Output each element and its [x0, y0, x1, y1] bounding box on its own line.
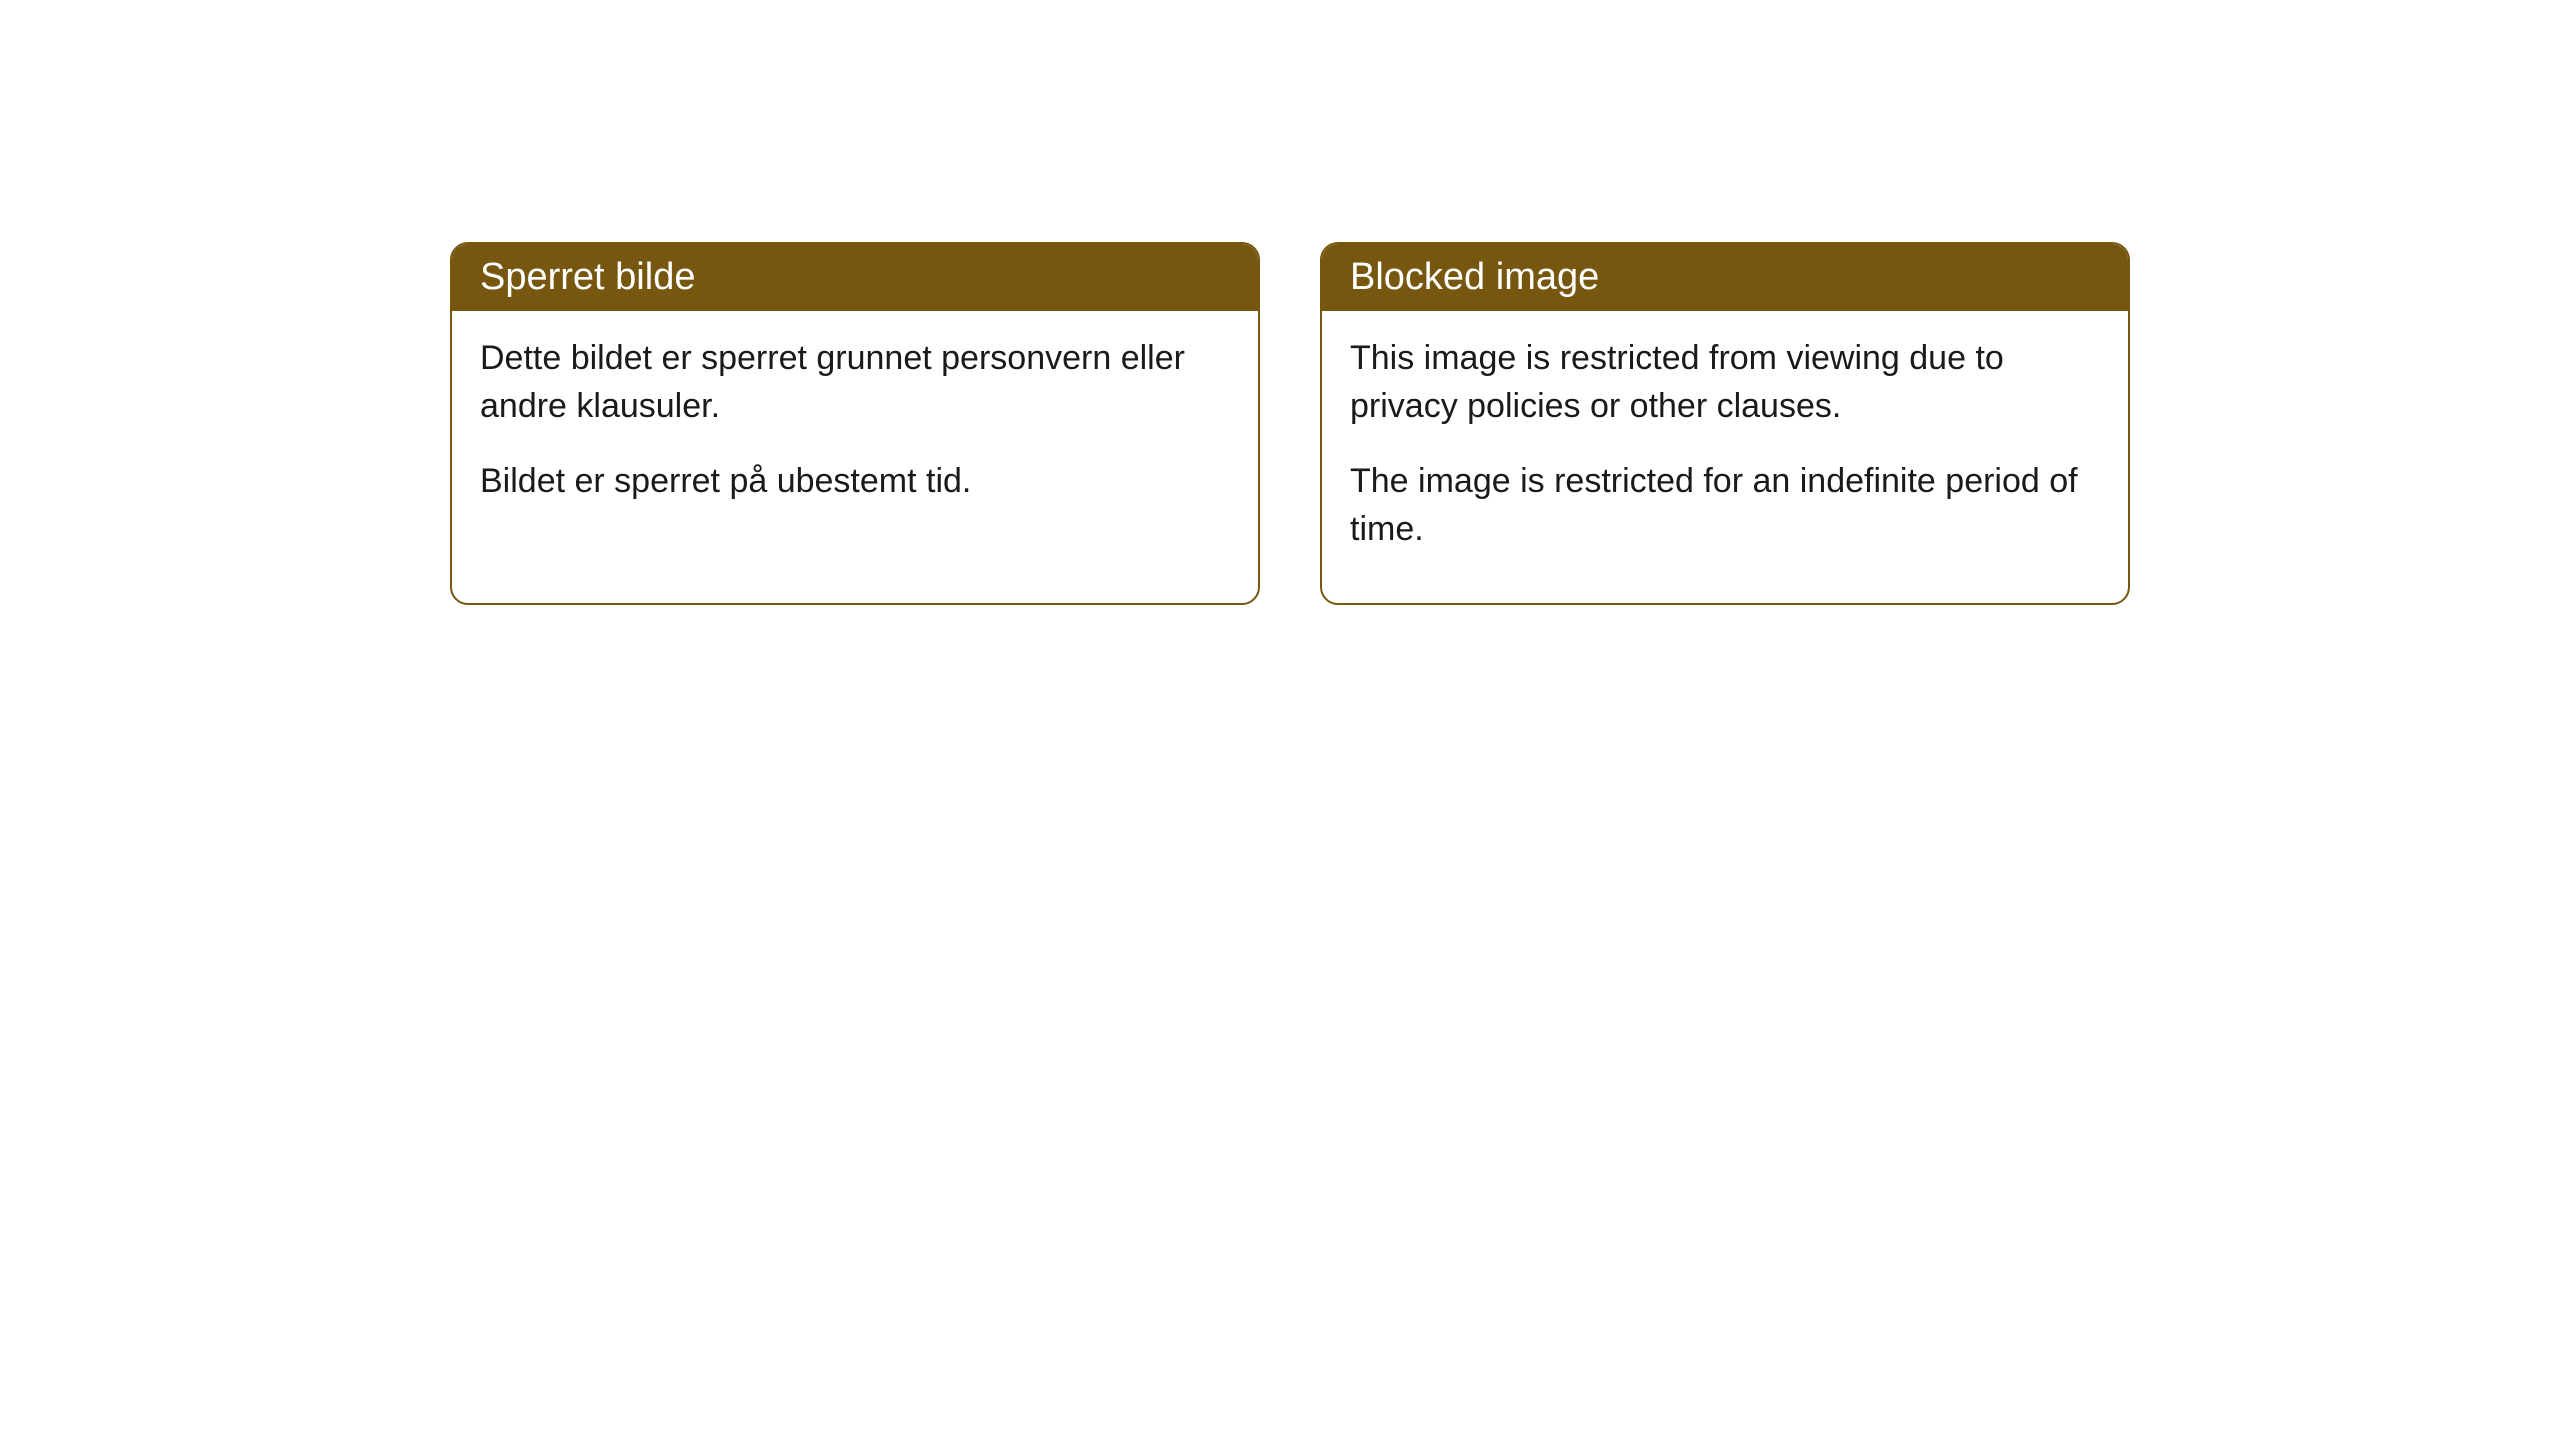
card-header: Sperret bilde: [452, 244, 1258, 311]
card-body: This image is restricted from viewing du…: [1322, 311, 2128, 603]
card-header: Blocked image: [1322, 244, 2128, 311]
card-paragraph: Bildet er sperret på ubestemt tid.: [480, 458, 1230, 506]
card-paragraph: This image is restricted from viewing du…: [1350, 335, 2100, 430]
card-body: Dette bildet er sperret grunnet personve…: [452, 311, 1258, 556]
card-paragraph: The image is restricted for an indefinit…: [1350, 458, 2100, 553]
blocked-image-card-norwegian: Sperret bilde Dette bildet er sperret gr…: [450, 242, 1260, 605]
blocked-image-card-english: Blocked image This image is restricted f…: [1320, 242, 2130, 605]
cards-container: Sperret bilde Dette bildet er sperret gr…: [450, 242, 2130, 605]
card-paragraph: Dette bildet er sperret grunnet personve…: [480, 335, 1230, 430]
card-title: Sperret bilde: [480, 256, 695, 298]
card-title: Blocked image: [1350, 256, 1599, 298]
